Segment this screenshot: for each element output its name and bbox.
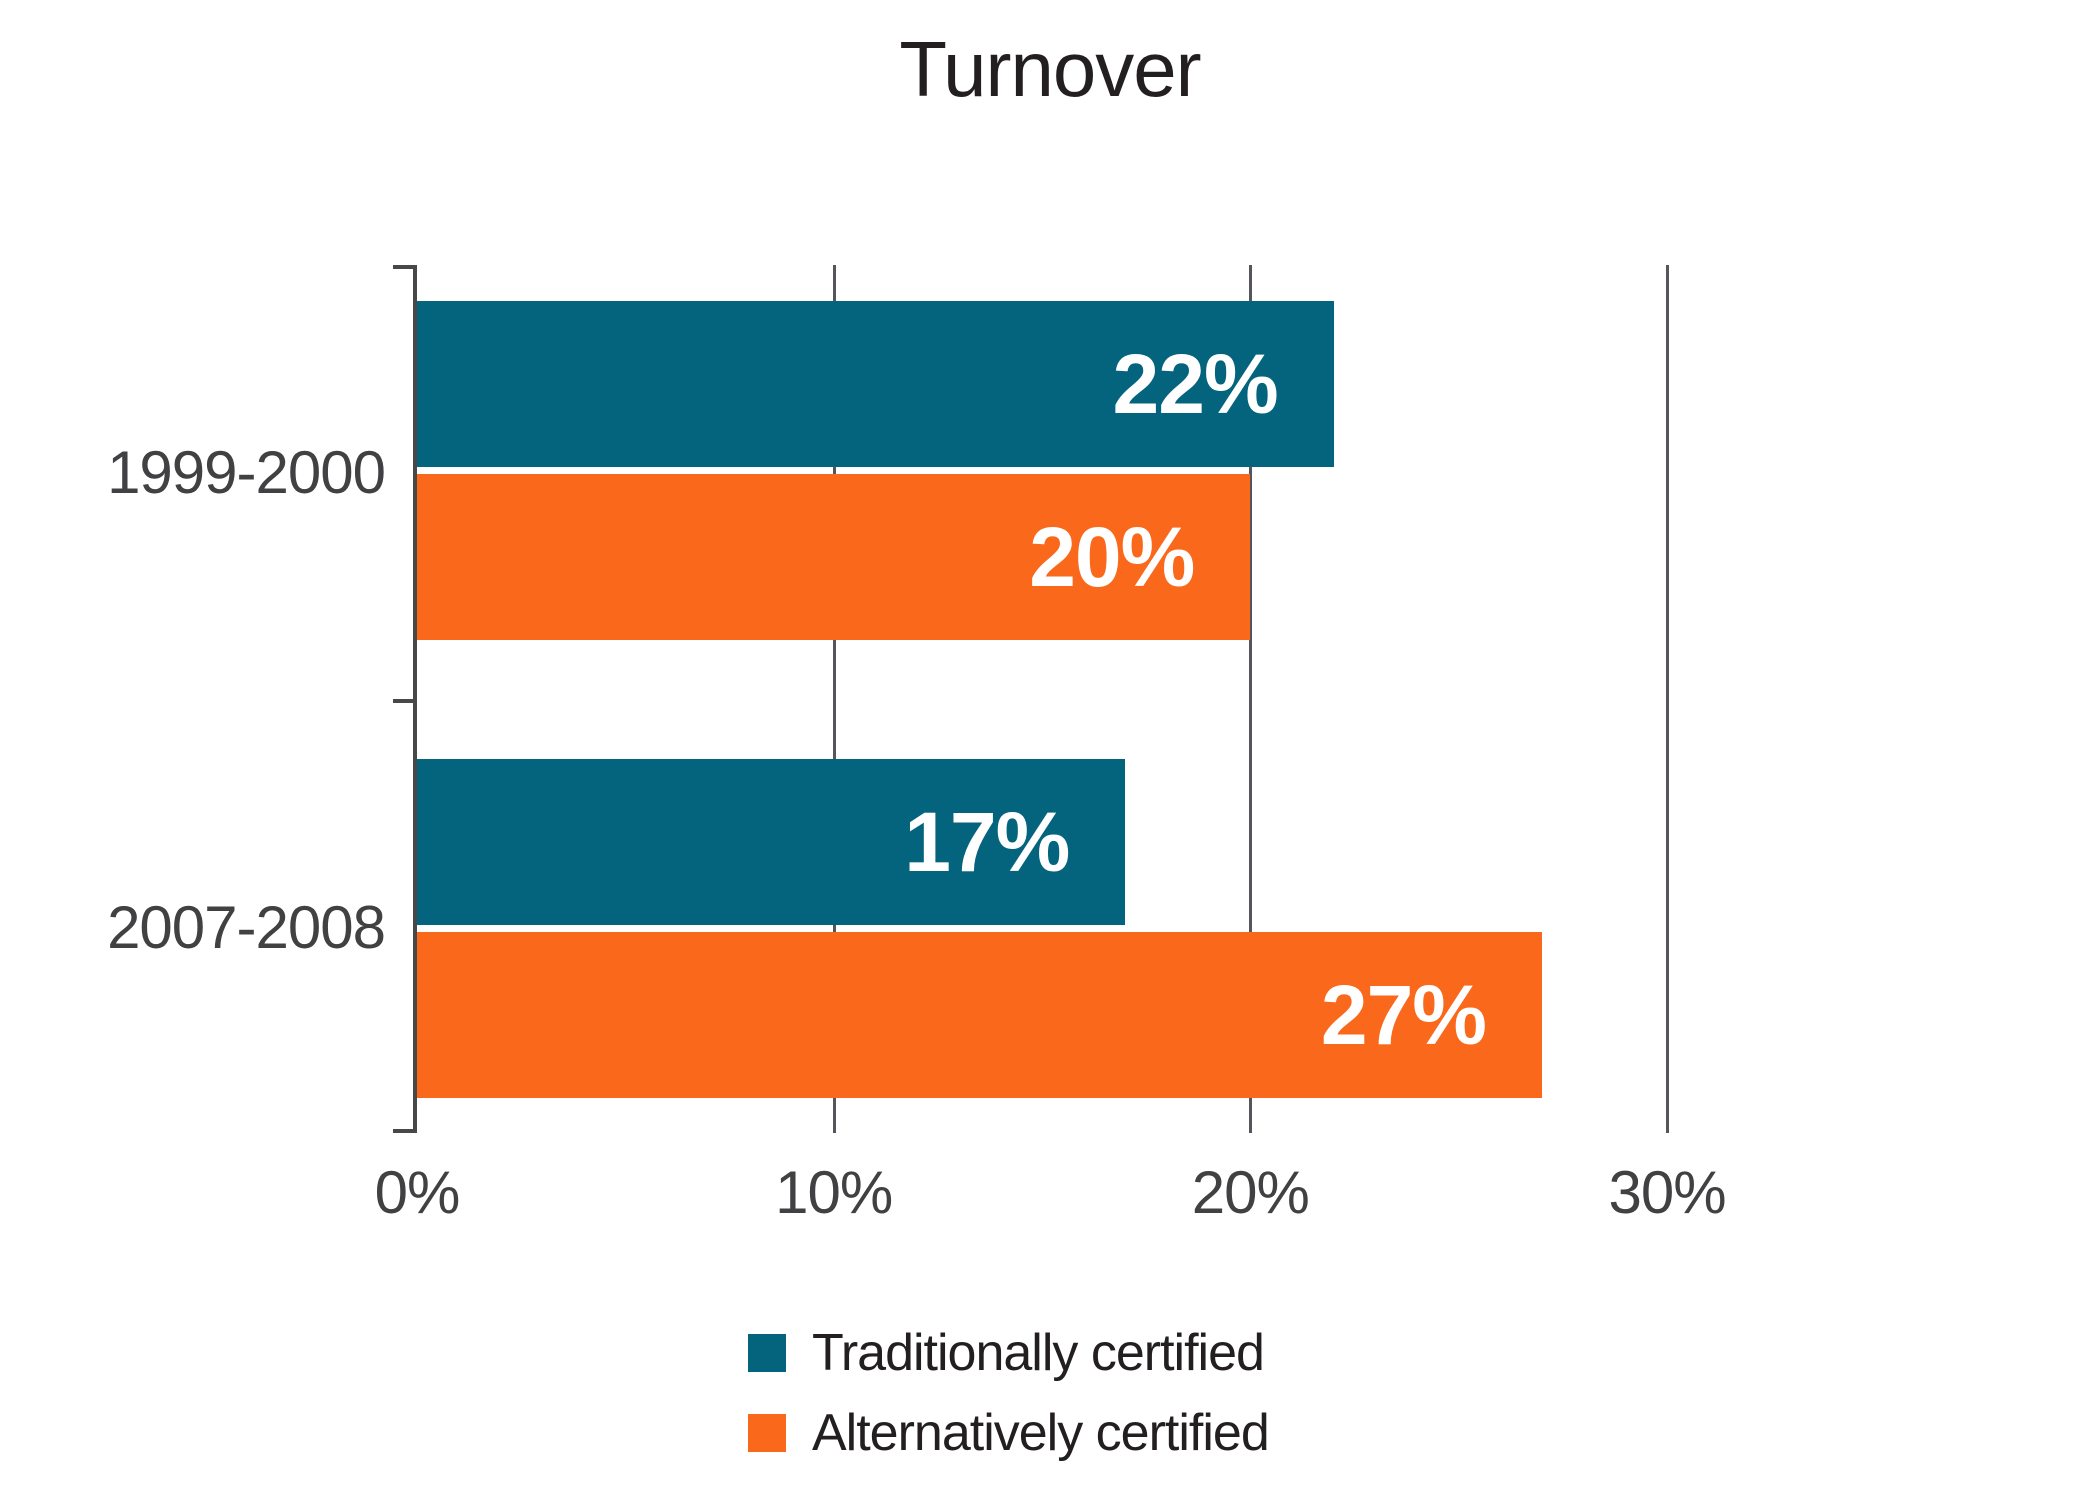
bar-traditionally-certified-2007-2008: 17% <box>417 759 1126 925</box>
legend-swatch-orange <box>748 1414 786 1452</box>
bar-alternatively-certified-1999-2000: 20% <box>417 474 1251 640</box>
gridline-20pct <box>1249 265 1253 1133</box>
bar-value-label: 20% <box>1029 509 1195 604</box>
legend-item-traditionally-certified: Traditionally certified <box>748 1324 1269 1382</box>
bar-value-label: 17% <box>904 794 1070 889</box>
x-tick-label-30: 30% <box>1608 1159 1726 1226</box>
y-axis-tick-middle <box>393 699 413 703</box>
legend-swatch-teal <box>748 1334 786 1372</box>
bar-traditionally-certified-1999-2000: 22% <box>417 301 1334 467</box>
legend-label: Traditionally certified <box>812 1324 1265 1382</box>
bar-value-label: 22% <box>1112 336 1279 431</box>
y-axis-tick-bottom <box>393 1129 413 1133</box>
x-tick-label-0: 0% <box>374 1159 461 1226</box>
gridline-10pct <box>832 265 836 1133</box>
category-label-2007-2008: 2007-2008 <box>107 894 386 961</box>
gridline-30pct <box>1666 265 1669 1133</box>
bar-value-label: 27% <box>1320 967 1487 1062</box>
x-axis-tick-labels: 0% 10% 20% 30% <box>375 1159 1917 1233</box>
y-axis-tick-top <box>393 265 413 269</box>
y-axis-line <box>413 265 417 1133</box>
bar-alternatively-certified-2007-2008: 27% <box>417 932 1542 1098</box>
x-tick-label-20: 20% <box>1191 1159 1310 1226</box>
legend-item-alternatively-certified: Alternatively certified <box>748 1404 1270 1462</box>
legend: Traditionally certified Alternatively ce… <box>748 1324 1270 1462</box>
legend-label: Alternatively certified <box>812 1404 1270 1462</box>
chart-title: Turnover <box>899 25 1201 113</box>
category-label-1999-2000: 1999-2000 <box>107 439 386 506</box>
plot-area: 22% 20% 17% 27% <box>393 265 1917 1133</box>
x-tick-label-10: 10% <box>775 1159 893 1226</box>
